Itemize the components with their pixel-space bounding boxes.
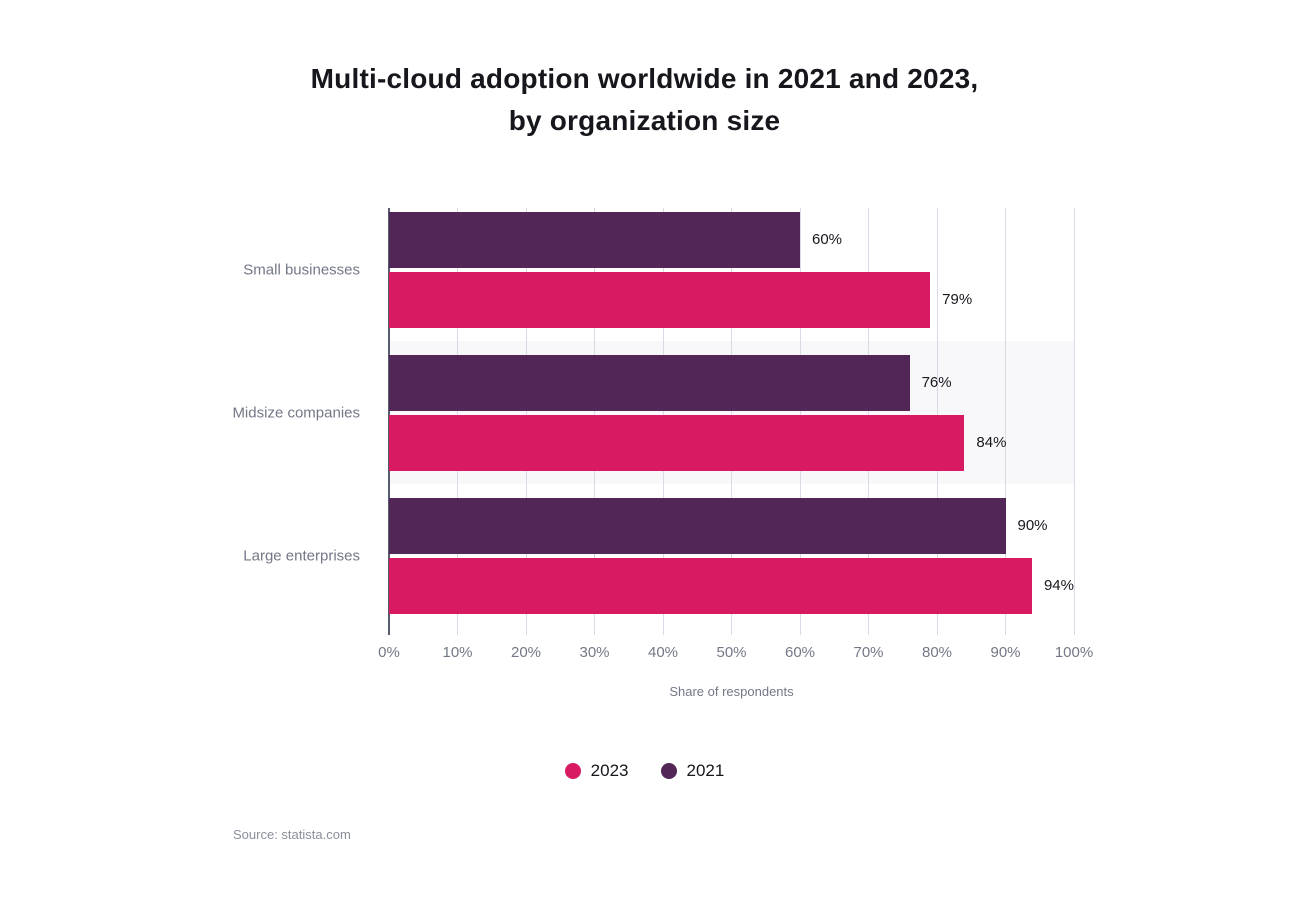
bar-line: 60% [389,211,1074,268]
category-band: Midsize companies 76% 84% [232,341,1074,484]
bar-value-label: 76% [921,374,952,391]
source-note: Source: statista.com [233,827,351,842]
bar-value-label: 79% [942,291,973,308]
legend-dot-icon [564,763,581,779]
gridline [1073,208,1075,635]
bar-value-label: 94% [1043,577,1074,594]
x-tick-label: 40% [647,644,679,661]
bar-2023[interactable] [389,414,965,471]
x-tick-label: 100% [1054,644,1094,661]
category-label: Small businesses [243,261,360,278]
x-tick-label: 20% [510,644,542,661]
bar-line: 90% [389,497,1074,554]
chart-title-line2: by organization size [508,105,781,136]
bar-2021[interactable] [389,497,1006,554]
x-tick-label: 0% [378,644,400,661]
x-tick-label: 90% [990,644,1021,661]
x-axis-title: Share of respondents [669,684,794,699]
legend-label: 2021 [686,761,725,780]
legend-item-2023[interactable]: 2023 [564,761,629,781]
bar-line: 94% [389,557,1074,614]
x-tick-label: 10% [442,644,473,661]
bar-value-label: 90% [1017,517,1048,534]
legend-dot-icon [660,763,677,779]
bar-line: 76% [389,354,1074,411]
legend-item-2021[interactable]: 2021 [660,761,725,781]
bar-value-label: 84% [976,434,1007,451]
bar-line: 79% [389,271,1074,328]
bars-layer: Small businesses 60% 79% Midsize companies 7… [232,198,1074,627]
category-band: Small businesses 60% 79% [243,198,1074,341]
bar-line: 84% [389,414,1074,471]
chart-title-line1: Multi-cloud adoption worldwide in 2021 a… [310,63,979,94]
x-tick-label: 50% [716,644,747,661]
category-label: Large enterprises [243,547,360,564]
legend: 2023 2021 [0,761,1289,781]
legend-label: 2023 [590,761,629,780]
category-band: Large enterprises 90% 94% [243,484,1074,627]
plot-area: Small businesses 60% 79% Midsize companies 7… [232,198,1075,635]
x-tick-label: 80% [921,644,953,661]
x-axis: 0% 10% 20% 30% 40% 50% 60% 70% 80% 90% 100% [378,644,1093,664]
bar-2021[interactable] [389,354,910,411]
x-tick-label: 30% [579,644,610,661]
bar-2021[interactable] [389,211,800,268]
gridline [1005,208,1006,635]
x-tick-label: 70% [853,644,884,661]
chart-title: Multi-cloud adoption worldwide in 2021 a… [0,58,1289,142]
bar-2023[interactable] [389,557,1032,614]
category-label: Midsize companies [232,404,360,421]
bar-2023[interactable] [389,271,931,328]
bar-value-label: 60% [812,231,843,248]
x-tick-label: 60% [784,644,816,661]
